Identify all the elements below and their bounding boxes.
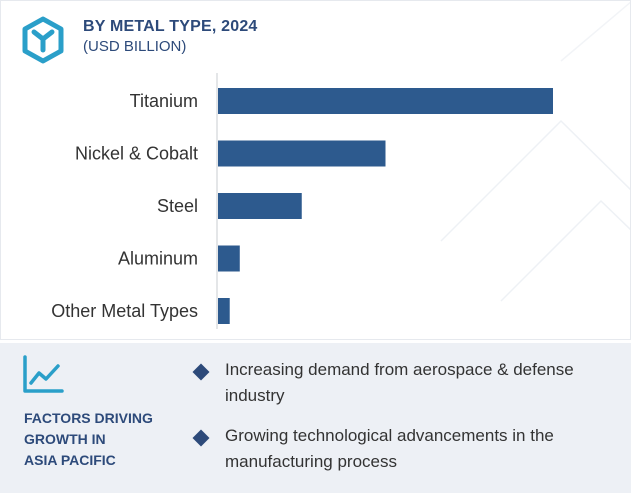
category-label: Other Metal Types [51, 301, 198, 321]
bar-chart: Titanium Nickel & Cobalt Steel Aluminum Othe… [51, 73, 553, 329]
hexagon-y-logo-icon [22, 16, 64, 64]
bar-other-metal-types [218, 298, 230, 324]
bar-nickel-cobalt [218, 140, 386, 167]
chart-title: BY METAL TYPE, 2024 [83, 18, 258, 35]
category-label: Steel [157, 196, 198, 216]
diamond-bullet-icon [192, 363, 210, 381]
chart-subtitle: (USD BILLION) [83, 38, 187, 55]
bar-steel [218, 193, 302, 219]
bar-titanium [218, 88, 553, 114]
factors-title: FACTORS DRIVING GROWTH IN ASIA PACIFIC [24, 410, 153, 468]
factor-text: Growing technological advancements in th… [225, 426, 554, 471]
bar-aluminum [218, 245, 240, 272]
factor-text: Increasing demand from aerospace & defen… [225, 360, 574, 405]
category-label: Nickel & Cobalt [75, 144, 198, 164]
chart-card: BY METAL TYPE, 2024 (USD BILLION) Titani… [0, 0, 631, 340]
category-label: Titanium [130, 91, 198, 111]
diamond-bullet-icon [192, 429, 210, 447]
trend-line-icon [23, 355, 64, 393]
factors-panel: FACTORS DRIVING GROWTH IN ASIA PACIFIC I… [0, 343, 631, 493]
background-decoration [440, 1, 630, 302]
category-label: Aluminum [118, 249, 198, 269]
